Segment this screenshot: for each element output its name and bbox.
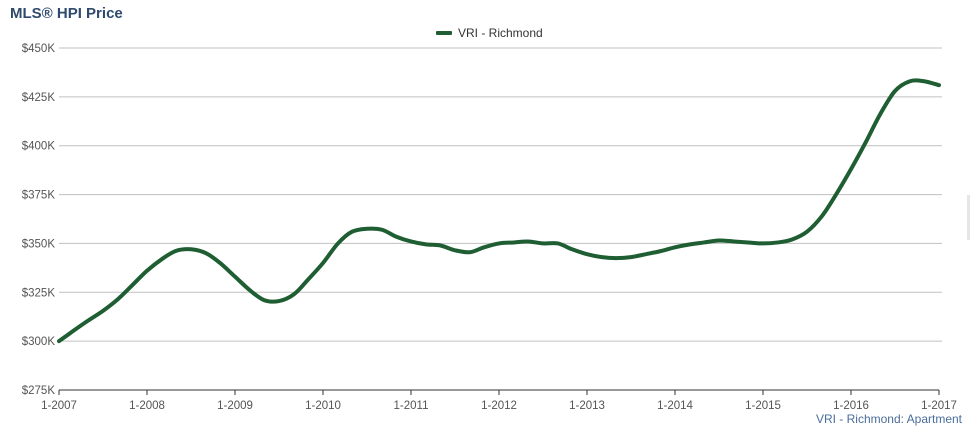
legend-swatch-vri-richmond	[436, 31, 452, 35]
y-tick-label: $425K	[22, 92, 56, 104]
chart-footer-label: VRI - Richmond: Apartment	[815, 412, 962, 426]
x-tick-label: 1-2015	[745, 400, 781, 412]
x-tick-label: 1-2012	[481, 400, 517, 412]
y-tick-label: $400K	[22, 141, 56, 153]
scrollbar-edge	[967, 195, 970, 240]
x-tick-label: 1-2014	[657, 400, 693, 412]
x-tick-label: 1-2007	[41, 400, 77, 412]
y-axis-ticks: $275K $300K $325K $350K $375K $400K $425K $450K	[22, 43, 56, 397]
legend[interactable]: VRI - Richmond	[436, 26, 543, 40]
y-tick-label: $275K	[22, 385, 56, 397]
x-tick-label: 1-2016	[833, 400, 869, 412]
x-tick-label: 1-2017	[921, 400, 957, 412]
x-tick-label: 1-2011	[394, 400, 429, 412]
y-tick-label: $300K	[22, 336, 56, 348]
series-line-vri-richmond	[57, 78, 941, 344]
x-tick-label: 1-2009	[217, 400, 253, 412]
x-axis: 1-2007 1-2008 1-2009 1-2010 1-2011 1-2012 1-20…	[41, 389, 957, 412]
y-tick-label: $450K	[22, 43, 56, 55]
y-tick-label: $350K	[22, 238, 56, 250]
x-tick-label: 1-2010	[305, 400, 341, 412]
x-tick-label: 1-2013	[569, 400, 605, 412]
y-tick-label: $325K	[22, 287, 56, 299]
x-tick-label: 1-2008	[129, 400, 165, 412]
y-tick-label: $375K	[22, 190, 56, 202]
chart-title: MLS® HPI Price	[10, 5, 123, 22]
series-layer	[57, 78, 941, 344]
legend-label-vri-richmond: VRI - Richmond	[458, 26, 543, 40]
grid-lines	[59, 47, 942, 342]
